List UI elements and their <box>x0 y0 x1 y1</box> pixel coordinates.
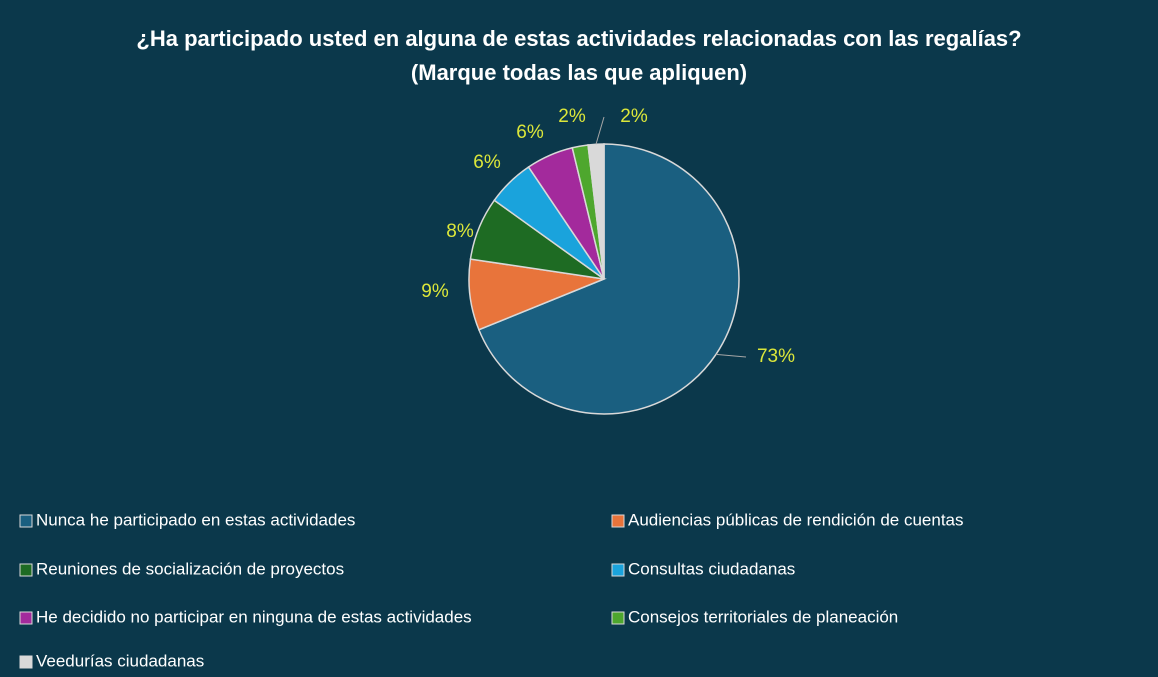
legend-label: He decidido no participar en ninguna de … <box>36 607 472 626</box>
legend-label: Reuniones de socialización de proyectos <box>36 559 344 578</box>
data-label-value: 73 <box>757 346 778 367</box>
legend-swatch <box>611 514 625 528</box>
data-label: 8% <box>446 221 474 242</box>
legend-label: Consultas ciudadanas <box>628 559 795 578</box>
data-label: 2% <box>620 106 648 127</box>
data-label-value: 2 <box>558 106 569 127</box>
percent-sign: % <box>527 122 544 143</box>
data-label-value: 6 <box>516 122 527 143</box>
data-label-value: 9 <box>421 281 432 302</box>
data-label-value: 8 <box>446 221 457 242</box>
pie-slice <box>477 143 740 415</box>
data-label-value: 2 <box>620 106 631 127</box>
data-label: 9% <box>421 281 449 302</box>
legend-swatch <box>19 655 33 669</box>
data-label-value: 6 <box>473 152 484 173</box>
legend-swatch <box>611 563 625 577</box>
percent-sign: % <box>484 152 501 173</box>
legend-swatch <box>611 611 625 625</box>
legend-swatch <box>19 611 33 625</box>
data-label: 73% <box>757 346 795 367</box>
legend-swatch <box>19 514 33 528</box>
legend-label: Nunca he participado en estas actividade… <box>36 510 355 529</box>
percent-sign: % <box>631 106 648 127</box>
percent-sign: % <box>457 221 474 242</box>
leader-line <box>595 116 605 145</box>
percent-sign: % <box>432 281 449 302</box>
legend-label: Audiencias públicas de rendición de cuen… <box>628 510 964 529</box>
data-label: 6% <box>516 122 544 143</box>
data-label: 6% <box>473 152 501 173</box>
percent-sign: % <box>569 106 586 127</box>
leader-line <box>715 353 747 358</box>
data-label: 2% <box>558 106 586 127</box>
chart-title: ¿Ha participado usted en alguna de estas… <box>136 26 1022 85</box>
percent-sign: % <box>778 346 795 367</box>
legend-label: Veedurías ciudadanas <box>36 651 204 670</box>
legend-label: Consejos territoriales de planeación <box>628 607 898 626</box>
pie-slice <box>587 143 605 280</box>
legend-swatch <box>19 563 33 577</box>
